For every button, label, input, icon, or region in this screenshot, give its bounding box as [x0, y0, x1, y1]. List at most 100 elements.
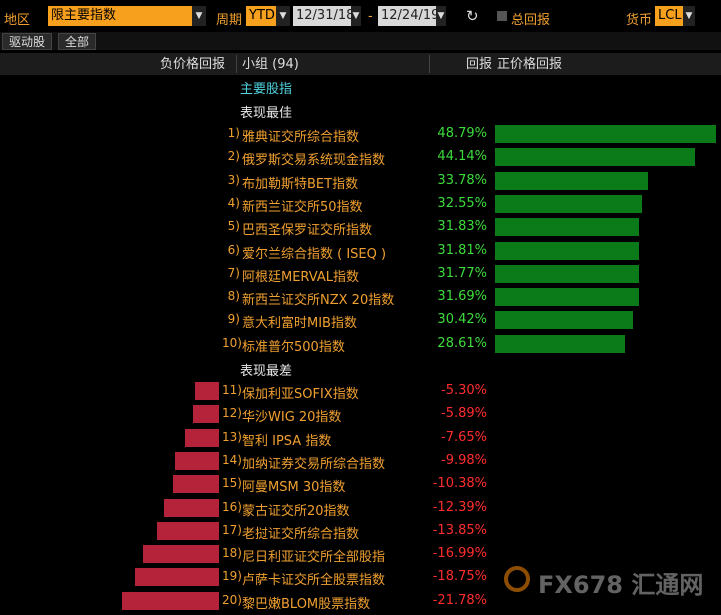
- pos-return-column-header[interactable]: 正价格回报: [497, 57, 563, 72]
- row-rank: 10): [222, 335, 242, 350]
- row-rank: 8): [227, 289, 240, 304]
- negative-return-bar: [157, 521, 219, 540]
- currency-chevron-down-icon[interactable]: ▼: [683, 6, 695, 26]
- date-separator: -: [368, 9, 373, 24]
- table-row[interactable]: 11) 保加利亚SOFIX指数 -5.30%: [0, 380, 721, 403]
- table-row[interactable]: 5) 巴西圣保罗证交所指数 31.83%: [0, 216, 721, 239]
- table-row[interactable]: 14) 加纳证券交易所综合指数 -9.98%: [0, 450, 721, 473]
- table-row[interactable]: 7) 阿根廷MERVAL指数 31.77%: [0, 263, 721, 286]
- row-index-name[interactable]: 蒙古证交所20指数: [242, 503, 350, 519]
- row-index-name[interactable]: 阿曼MSM 30指数: [242, 480, 346, 496]
- row-index-name[interactable]: 卢萨卡证交所全股票指数: [242, 573, 386, 589]
- currency-dropdown[interactable]: LCL: [655, 6, 683, 26]
- group-heading-main-indices[interactable]: 主要股指: [240, 82, 293, 97]
- region-dropdown[interactable]: 限主要指数: [48, 6, 192, 26]
- period-dropdown[interactable]: YTD: [246, 6, 276, 26]
- negative-return-bar: [175, 451, 219, 470]
- negative-return-bar: [164, 498, 219, 517]
- positive-return-bar: [495, 241, 639, 260]
- table-row[interactable]: 9) 意大利富时MIB指数 30.42%: [0, 309, 721, 332]
- row-rank: 12): [222, 406, 242, 421]
- table-row[interactable]: 15) 阿曼MSM 30指数 -10.38%: [0, 473, 721, 496]
- row-rank: 2): [227, 149, 240, 164]
- row-index-name[interactable]: 布加勒斯特BET指数: [242, 176, 359, 192]
- date-from-input[interactable]: 12/31/18: [293, 6, 354, 26]
- row-return-value: -7.65%: [441, 429, 487, 445]
- table-row[interactable]: 20) 黎巴嫩BLOM股票指数 -21.78%: [0, 590, 721, 613]
- row-index-name[interactable]: 老挝证交所综合指数: [242, 526, 360, 542]
- positive-return-bar: [495, 148, 695, 167]
- table-row[interactable]: 16) 蒙古证交所20指数 -12.39%: [0, 497, 721, 520]
- row-index-name[interactable]: 新西兰证交所50指数: [242, 199, 363, 215]
- group-heading-worst: 表现最差: [240, 364, 293, 379]
- column-header: 负价格回报 小组 (94) 回报 正价格回报: [0, 53, 721, 75]
- table-row[interactable]: 1) 雅典证交所综合指数 48.79%: [0, 123, 721, 146]
- table-row[interactable]: 8) 新西兰证交所NZX 20指数 31.69%: [0, 286, 721, 309]
- row-rank: 5): [227, 219, 240, 234]
- region-label: 地区: [4, 13, 31, 28]
- positive-return-bar: [495, 125, 716, 143]
- refresh-icon[interactable]: ↻: [466, 7, 479, 25]
- row-index-name[interactable]: 华沙WIG 20指数: [242, 410, 342, 426]
- row-rank: 11): [222, 383, 242, 397]
- row-index-name[interactable]: 爱尔兰综合指数 ( ISEQ ): [242, 246, 387, 262]
- group-column-header[interactable]: 小组 (94): [242, 57, 299, 72]
- table-row[interactable]: 6) 爱尔兰综合指数 ( ISEQ ) 31.81%: [0, 240, 721, 263]
- row-index-name[interactable]: 俄罗斯交易系统现金指数: [242, 153, 386, 169]
- period-label: 周期: [216, 13, 243, 28]
- row-rank: 18): [222, 546, 242, 561]
- row-index-name[interactable]: 巴西圣保罗证交所指数: [242, 223, 373, 239]
- row-index-name[interactable]: 加纳证券交易所综合指数: [242, 456, 386, 472]
- row-return-value: -5.30%: [441, 383, 487, 398]
- return-column-header[interactable]: 回报: [466, 57, 493, 72]
- row-rank: 13): [222, 429, 242, 444]
- row-return-value: 30.42%: [437, 312, 487, 328]
- total-return-checkbox[interactable]: [497, 11, 507, 21]
- table-row[interactable]: 19) 卢萨卡证交所全股票指数 -18.75%: [0, 566, 721, 589]
- fx678-logo-icon: [504, 566, 530, 592]
- row-index-name[interactable]: 意大利富时MIB指数: [242, 316, 357, 332]
- column-divider: [236, 55, 237, 73]
- row-return-value: -5.89%: [441, 406, 487, 422]
- date-to-input[interactable]: 12/24/19: [378, 6, 439, 26]
- watermark-logo: FX678 汇通网: [500, 562, 715, 599]
- tab-all[interactable]: 全部: [58, 33, 97, 50]
- date-from-chevron-icon[interactable]: ▼: [351, 6, 361, 26]
- row-rank: 14): [222, 452, 242, 467]
- table-row[interactable]: 10) 标准普尔500指数 28.61%: [0, 333, 721, 356]
- row-return-value: -21.78%: [432, 592, 487, 608]
- positive-return-bar: [495, 334, 625, 353]
- row-index-name[interactable]: 阿根廷MERVAL指数: [242, 269, 359, 285]
- table-row[interactable]: 12) 华沙WIG 20指数 -5.89%: [0, 403, 721, 426]
- table-row[interactable]: 18) 尼日利亚证交所全部股指 -16.99%: [0, 543, 721, 566]
- currency-label: 货币: [626, 13, 653, 28]
- neg-return-column-header[interactable]: 负价格回报: [160, 57, 226, 72]
- tab-drivers[interactable]: 驱动股: [2, 33, 53, 50]
- row-return-value: 28.61%: [437, 335, 487, 351]
- table-row[interactable]: 17) 老挝证交所综合指数 -13.85%: [0, 520, 721, 543]
- table-row[interactable]: 2) 俄罗斯交易系统现金指数 44.14%: [0, 146, 721, 169]
- row-index-name[interactable]: 标准普尔500指数: [242, 339, 345, 355]
- negative-return-bar: [122, 591, 219, 610]
- row-rank: 6): [227, 242, 240, 257]
- row-return-value: 33.78%: [437, 172, 487, 188]
- positive-return-bar: [495, 288, 639, 307]
- row-rank: 3): [227, 172, 240, 187]
- positive-return-bar: [495, 171, 648, 190]
- row-index-name[interactable]: 黎巴嫩BLOM股票指数: [242, 596, 371, 612]
- row-index-name[interactable]: 智利 IPSA 指数: [242, 433, 332, 449]
- date-to-chevron-icon[interactable]: ▼: [436, 6, 446, 26]
- region-chevron-down-icon[interactable]: ▼: [192, 6, 206, 26]
- table-row[interactable]: 13) 智利 IPSA 指数 -7.65%: [0, 427, 721, 450]
- row-return-value: 48.79%: [437, 126, 487, 141]
- period-chevron-down-icon[interactable]: ▼: [276, 6, 290, 26]
- row-index-name[interactable]: 保加利亚SOFIX指数: [242, 387, 359, 402]
- positive-return-bar: [495, 194, 642, 213]
- table-row[interactable]: 4) 新西兰证交所50指数 32.55%: [0, 193, 721, 216]
- row-index-name[interactable]: 雅典证交所综合指数: [242, 130, 360, 145]
- row-rank: 17): [222, 522, 242, 537]
- row-index-name[interactable]: 新西兰证交所NZX 20指数: [242, 293, 395, 309]
- table-row[interactable]: 3) 布加勒斯特BET指数 33.78%: [0, 170, 721, 193]
- row-return-value: -18.75%: [432, 569, 487, 585]
- row-index-name[interactable]: 尼日利亚证交所全部股指: [242, 550, 386, 566]
